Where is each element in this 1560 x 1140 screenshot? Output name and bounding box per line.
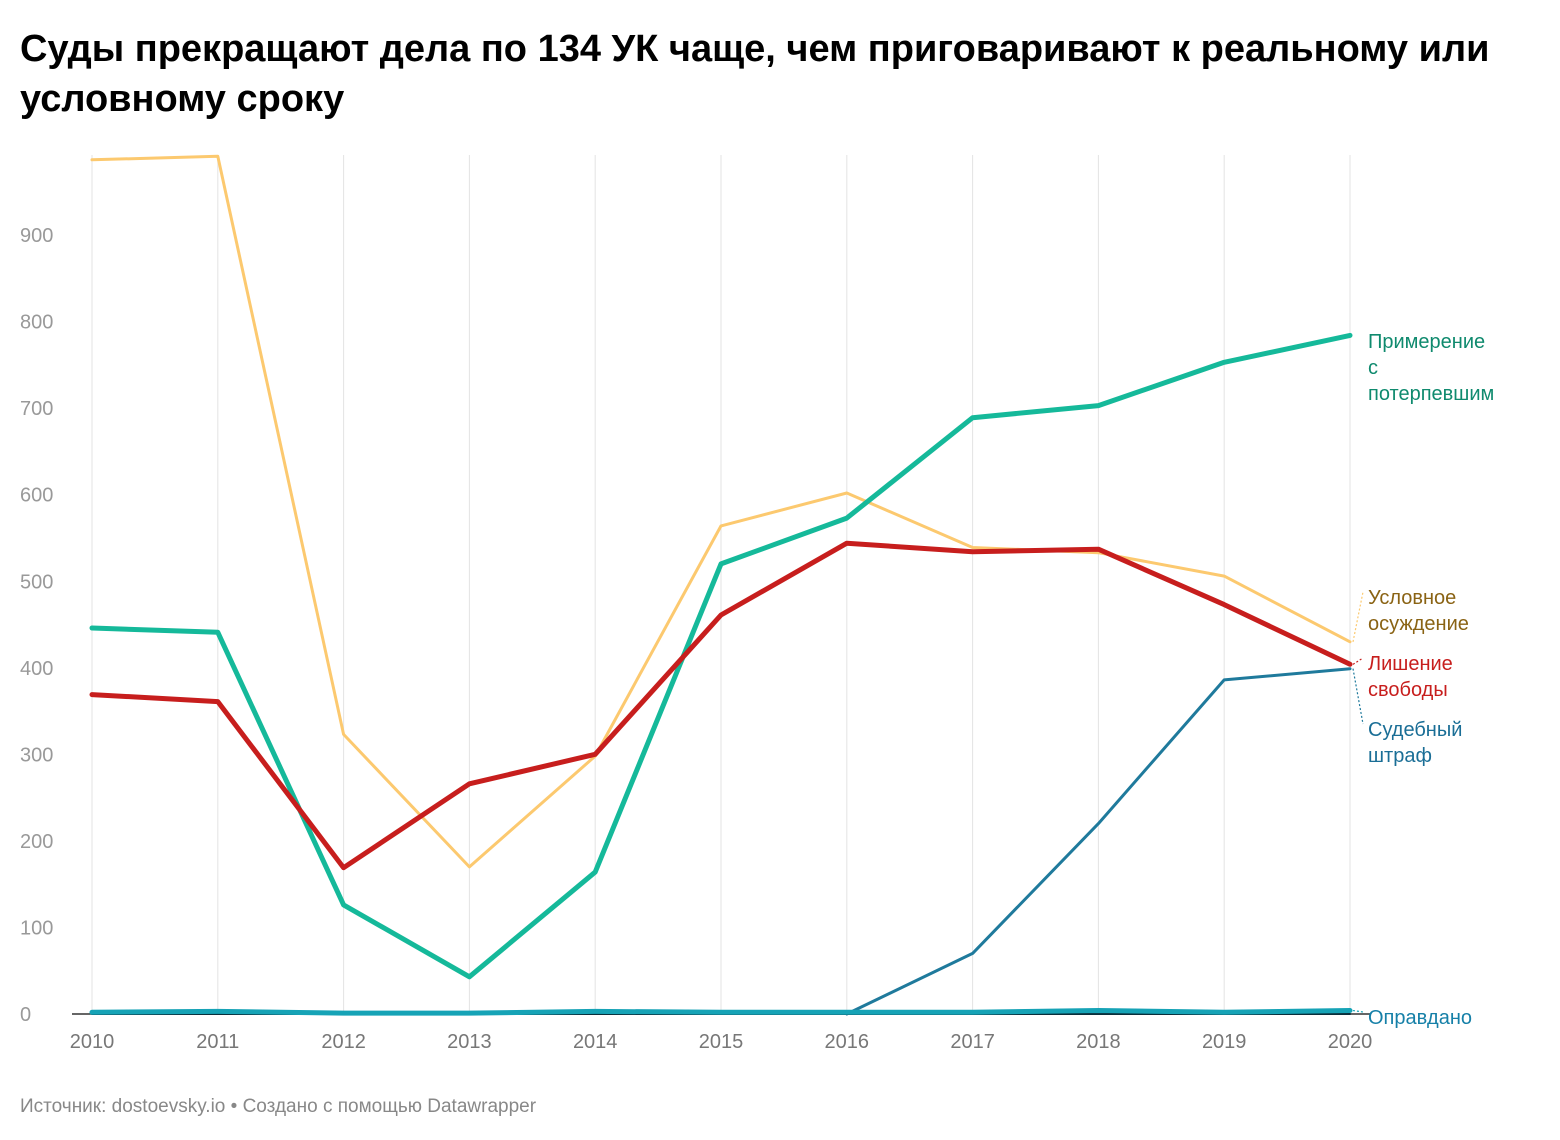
x-tick-label: 2010 [70, 1031, 115, 1053]
series-label: Лишение [1368, 653, 1453, 675]
x-tick-label: 2016 [825, 1031, 870, 1053]
y-tick-label: 700 [20, 398, 53, 420]
x-axis: 2010 2011 2012 2013 2014 2015 2016 2017 2018 2019… [70, 1013, 1373, 1053]
series-label: с [1368, 357, 1378, 379]
y-tick-label: 800 [20, 312, 53, 334]
label-connector [1352, 657, 1364, 665]
x-tick-label: 2014 [573, 1031, 618, 1053]
series-line [845, 667, 1352, 1016]
series-label: Условное [1368, 587, 1456, 609]
x-tick-label: 2011 [196, 1031, 239, 1053]
y-tick-label: 600 [20, 485, 53, 507]
y-tick-label: 900 [20, 225, 53, 247]
label-connector [1352, 668, 1364, 725]
series-line [89, 540, 1353, 871]
y-tick-label: 500 [20, 571, 53, 593]
series-label: штраф [1368, 745, 1432, 767]
label-connector [1352, 1009, 1364, 1013]
series-line [89, 1008, 1353, 1016]
y-tick-label: 300 [20, 744, 53, 766]
y-tick-label: 400 [20, 658, 53, 680]
y-axis: 0 100 200 300 400 500 600 700 800 900 [20, 225, 53, 1026]
series-label: потерпевшим [1368, 383, 1494, 405]
series-label: осуждение [1368, 613, 1469, 635]
x-tick-label: 2012 [321, 1031, 366, 1053]
source-footer: Источник: dostoevsky.io • Создано с помо… [20, 1096, 537, 1117]
series-label: Оправдано [1368, 1007, 1472, 1029]
y-tick-label: 200 [20, 831, 53, 853]
y-tick-label: 100 [20, 917, 53, 939]
x-tick-label: 2020 [1328, 1031, 1373, 1053]
series-label: Примерение [1368, 331, 1485, 353]
series-label: Судебный [1368, 719, 1462, 741]
label-connector [1352, 591, 1364, 642]
series-line [90, 154, 1352, 869]
chart-title: Суды прекращают дела по 134 УК чаще, чем… [20, 28, 1490, 120]
x-tick-label: 2013 [447, 1031, 492, 1053]
x-tick-label: 2019 [1202, 1031, 1247, 1053]
series-labels: Условное осуждение Примерение с потерпевшим Л… [1352, 331, 1494, 1029]
x-tick-label: 2017 [950, 1031, 995, 1053]
y-tick-label: 0 [20, 1004, 31, 1026]
grid-lines [91, 155, 1351, 1014]
x-tick-label: 2015 [699, 1031, 744, 1053]
series-lines [89, 154, 1353, 1016]
x-tick-label: 2018 [1076, 1031, 1121, 1053]
series-label: свободы [1368, 679, 1448, 701]
